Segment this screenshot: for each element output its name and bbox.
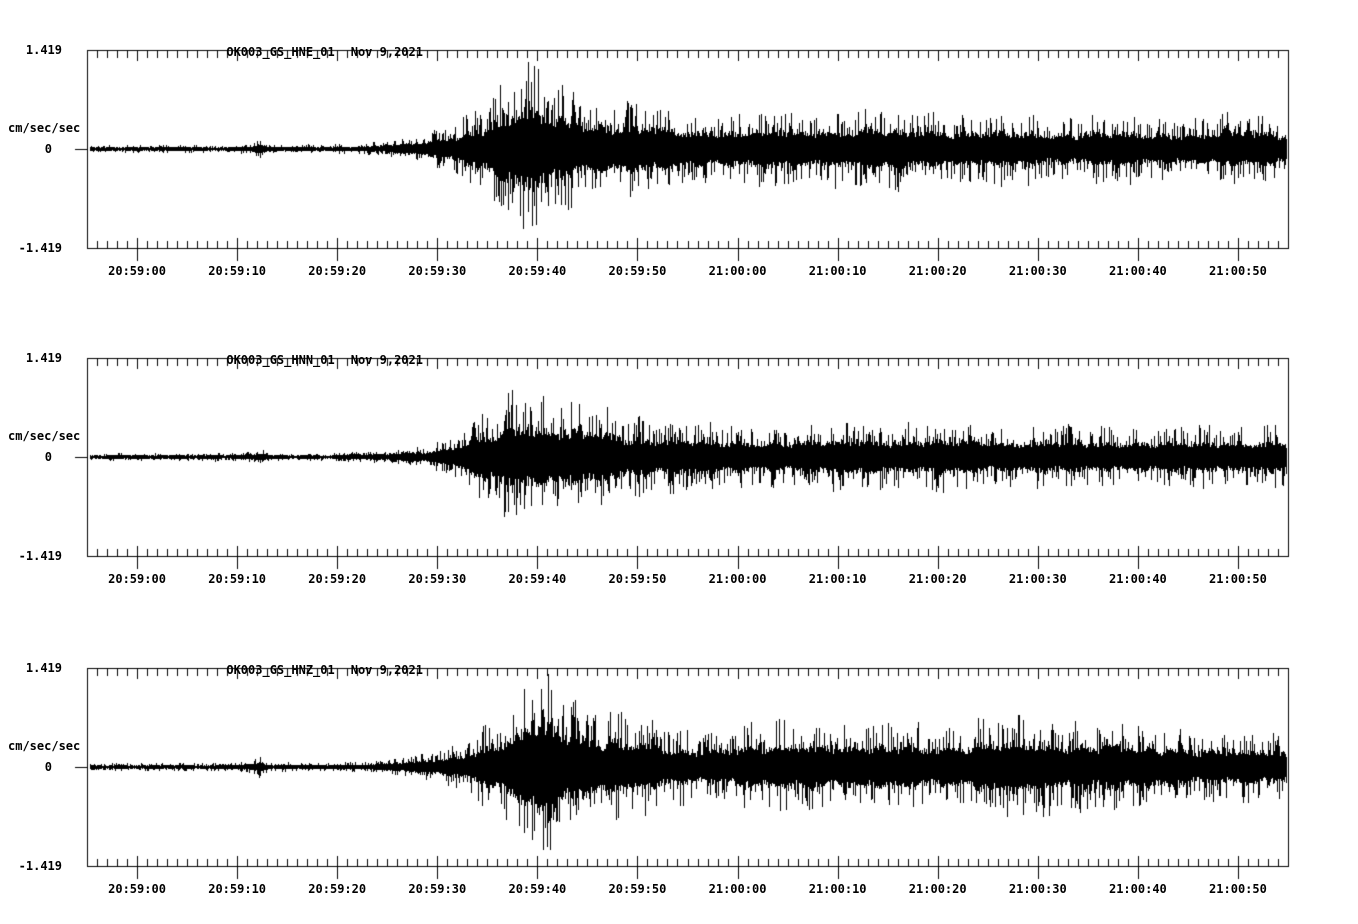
- x-tick-label: 20:59:30: [408, 572, 467, 586]
- y-zero-label: 0: [44, 450, 52, 464]
- x-tick-label: 21:00:00: [708, 572, 767, 586]
- x-tick-label: 21:00:20: [908, 882, 967, 896]
- x-tick-label: 20:59:30: [408, 882, 467, 896]
- x-tick-label: 20:59:00: [108, 572, 166, 586]
- x-axis-labels: 20:59:00 20:59:10 20:59:20 20:59:30 20:59:40…: [0, 0, 1358, 300]
- x-tick-label: 21:00:50: [1209, 882, 1267, 896]
- y-max-label: 1.419: [25, 43, 62, 57]
- x-tick-label: 20:59:50: [608, 882, 667, 896]
- y-max-label: 1.419: [25, 661, 62, 675]
- x-tick-label: 20:59:40: [508, 264, 567, 278]
- plot-title: OK003_GS_HNN_01 Nov 9,2021: [183, 339, 423, 381]
- x-tick-label: 20:59:50: [608, 264, 667, 278]
- y-min-label: -1.419: [18, 549, 62, 563]
- x-tick-label: 21:00:10: [808, 882, 867, 896]
- plot-title: OK003_GS_HNZ_01 Nov 9,2021: [183, 649, 423, 691]
- waveform-canvas-hne: [0, 0, 1358, 300]
- date-label: Nov 9,2021: [350, 663, 423, 677]
- x-tick-label: 20:59:50: [608, 572, 667, 586]
- x-tick-label: 20:59:20: [308, 572, 367, 586]
- x-tick-label: 21:00:20: [908, 572, 967, 586]
- x-tick-label: 20:59:10: [208, 264, 267, 278]
- date-label: Nov 9,2021: [350, 45, 423, 59]
- seismogram-panel-hne: OK003_GS_HNE_01 Nov 9,2021 1.419 cm/sec/s…: [0, 0, 1358, 300]
- date-label: Nov 9,2021: [350, 353, 423, 367]
- x-tick-label: 20:59:40: [508, 572, 567, 586]
- x-tick-label: 21:00:10: [808, 572, 867, 586]
- x-tick-label: 20:59:40: [508, 882, 567, 896]
- plot-title: OK003_GS_HNE_01 Nov 9,2021: [183, 31, 423, 73]
- station-channel-label: OK003_GS_HNN_01: [226, 353, 335, 367]
- y-zero-label: 0: [44, 142, 52, 156]
- x-tick-label: 20:59:10: [208, 572, 267, 586]
- x-tick-label: 21:00:50: [1209, 572, 1267, 586]
- x-tick-label: 20:59:00: [108, 264, 166, 278]
- x-axis-labels: 20:59:00 20:59:10 20:59:20 20:59:30 20:59:40…: [0, 308, 1358, 608]
- x-tick-label: 21:00:10: [808, 264, 867, 278]
- x-tick-label: 21:00:50: [1209, 264, 1267, 278]
- x-tick-label: 21:00:30: [1008, 882, 1067, 896]
- x-tick-label: 21:00:40: [1108, 572, 1167, 586]
- y-min-label: -1.419: [18, 859, 62, 873]
- y-max-label: 1.419: [25, 351, 62, 365]
- x-axis-labels: 20:59:00 20:59:10 20:59:20 20:59:30 20:59:40…: [0, 618, 1358, 918]
- x-tick-label: 21:00:30: [1008, 264, 1067, 278]
- x-tick-label: 20:59:00: [108, 882, 166, 896]
- y-axis-unit-label: cm/sec/sec: [8, 121, 81, 135]
- x-tick-label: 21:00:20: [908, 264, 967, 278]
- waveform-canvas-hnz: [0, 618, 1358, 918]
- x-tick-label: 20:59:20: [308, 882, 367, 896]
- x-tick-label: 20:59:20: [308, 264, 367, 278]
- y-min-label: -1.419: [18, 241, 62, 255]
- y-axis-unit-label: cm/sec/sec: [8, 429, 81, 443]
- x-tick-label: 21:00:40: [1108, 264, 1167, 278]
- station-channel-label: OK003_GS_HNE_01: [226, 45, 335, 59]
- y-axis-unit-label: cm/sec/sec: [8, 739, 81, 753]
- waveform-canvas-hnn: [0, 308, 1358, 608]
- seismogram-panel-hnz: OK003_GS_HNZ_01 Nov 9,2021 1.419 cm/sec/s…: [0, 618, 1358, 918]
- station-channel-label: OK003_GS_HNZ_01: [226, 663, 335, 677]
- x-tick-label: 21:00:40: [1108, 882, 1167, 896]
- x-tick-label: 20:59:10: [208, 882, 267, 896]
- seismogram-panel-hnn: OK003_GS_HNN_01 Nov 9,2021 1.419 cm/sec/s…: [0, 308, 1358, 608]
- x-tick-label: 21:00:30: [1008, 572, 1067, 586]
- x-tick-label: 20:59:30: [408, 264, 467, 278]
- x-tick-label: 21:00:00: [708, 264, 767, 278]
- y-zero-label: 0: [44, 760, 52, 774]
- x-tick-label: 21:00:00: [708, 882, 767, 896]
